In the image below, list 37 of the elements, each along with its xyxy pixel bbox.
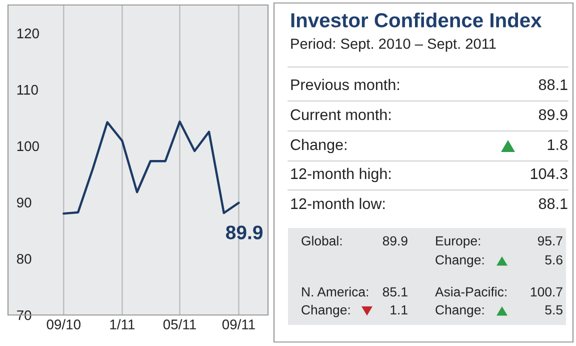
text: Europe: [436, 236, 480, 248]
x-tick-label: 09/10 [46, 319, 80, 330]
x-tick-label: 05/11 [163, 319, 196, 330]
y-tick-label: 100 [17, 141, 39, 152]
text: Period: Sept. 2010 – Sept. 2011 [291, 38, 496, 52]
x-tick-label: 09/11 [222, 319, 255, 330]
annotation: 89.9 [226, 226, 262, 240]
text: 89.9 [382, 236, 408, 246]
text: Change: [436, 304, 484, 318]
text: Global: [302, 236, 342, 246]
text: Asia-Pacific: [435, 286, 506, 297]
text: 104.3 [530, 168, 568, 180]
text: 12-month high: [291, 168, 391, 182]
y-tick-label: 80 [16, 254, 32, 264]
text: 5.6 [545, 255, 562, 265]
text: 5.5 [545, 305, 562, 315]
text: Investor Confidence Index [291, 12, 542, 28]
text: 88.1 [538, 198, 568, 210]
text: 85.1 [382, 287, 408, 297]
text: Current month: [290, 108, 390, 120]
text: N. America: [302, 286, 368, 297]
y-tick-label: 120 [17, 28, 39, 38]
text: 100.7 [530, 287, 562, 297]
text: 95.7 [538, 236, 562, 246]
text: 1.1 [390, 305, 408, 314]
y-tick-label: 90 [16, 198, 32, 208]
text: 12-month low: [291, 198, 385, 210]
text: 89.9 [538, 109, 568, 120]
text: 88.1 [538, 79, 568, 90]
text: 1.8 [548, 139, 568, 150]
text: Change: [290, 138, 346, 154]
line-series [62, 120, 240, 215]
text: Change: [436, 254, 484, 268]
text: Change: [302, 304, 350, 318]
text: Previous month: [291, 78, 399, 90]
x-tick-label: 1/11 [110, 319, 134, 330]
y-tick-label: 110 [17, 84, 38, 95]
